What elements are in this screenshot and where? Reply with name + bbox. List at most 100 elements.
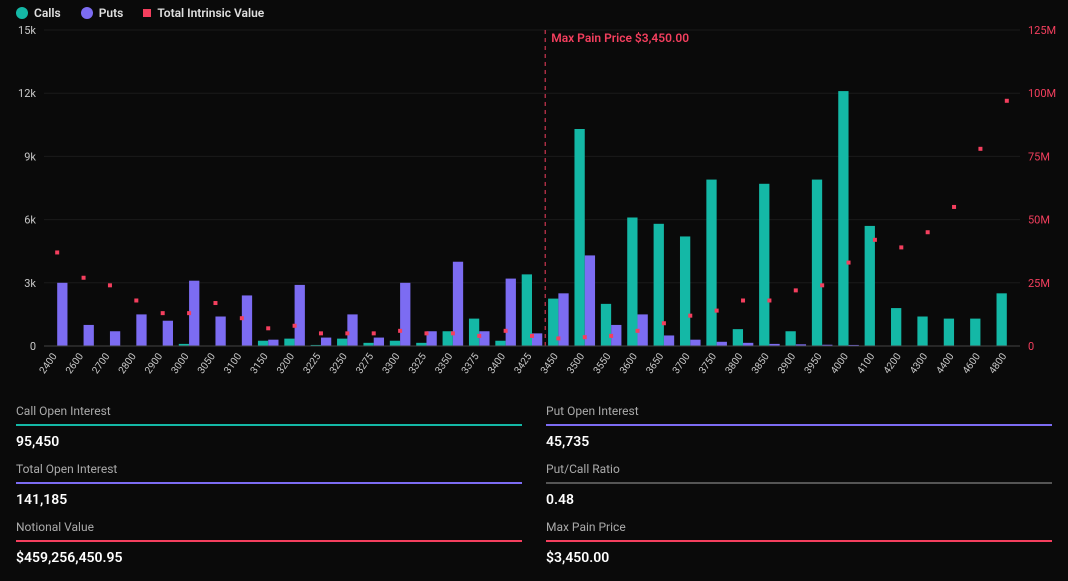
intrinsic-marker <box>398 329 402 333</box>
bar-call <box>970 319 980 346</box>
bar-put <box>347 314 357 346</box>
intrinsic-marker <box>424 331 428 335</box>
stat-underline <box>546 540 1052 542</box>
x-tick-label: 2700 <box>90 351 112 376</box>
bar-put <box>690 340 700 346</box>
x-tick-label: 3250 <box>328 351 350 376</box>
stat-label: Put Open Interest <box>546 404 1052 418</box>
legend-item-puts[interactable]: Puts <box>81 6 124 20</box>
bar-call <box>944 319 954 346</box>
intrinsic-marker <box>556 336 560 340</box>
x-tick-label: 3225 <box>302 351 324 376</box>
bar-put <box>585 255 595 346</box>
stat-max-pain-price: Max Pain Price $3,450.00 <box>546 514 1052 566</box>
intrinsic-marker <box>187 311 191 315</box>
bar-put <box>374 338 384 346</box>
intrinsic-marker <box>767 298 771 302</box>
bar-call <box>865 226 875 346</box>
bar-put <box>215 317 225 346</box>
svg-text:3k: 3k <box>24 277 36 290</box>
svg-text:100M: 100M <box>1028 87 1056 100</box>
bar-put <box>321 338 331 346</box>
bar-put <box>57 283 67 346</box>
stat-total-open-interest: Total Open Interest 141,185 <box>16 456 522 508</box>
bar-call <box>337 339 347 346</box>
x-tick-label: 3050 <box>196 351 218 376</box>
x-tick-label: 3450 <box>539 351 561 376</box>
bar-put <box>84 325 94 346</box>
stat-underline <box>16 482 522 484</box>
x-tick-label: 3400 <box>486 351 508 376</box>
legend-label-puts: Puts <box>99 6 124 20</box>
x-tick-label: 3600 <box>618 351 640 376</box>
bar-call <box>812 180 822 346</box>
intrinsic-marker <box>451 331 455 335</box>
svg-text:15k: 15k <box>18 26 36 37</box>
bar-call <box>917 317 927 346</box>
x-tick-label: 3150 <box>249 351 271 376</box>
x-tick-label: 3850 <box>750 351 772 376</box>
intrinsic-marker <box>108 283 112 287</box>
stat-value: 0.48 <box>546 492 1052 508</box>
intrinsic-marker <box>293 324 297 328</box>
stat-label: Max Pain Price <box>546 520 1052 534</box>
bar-call <box>601 304 611 346</box>
stat-underline <box>16 424 522 426</box>
bar-call <box>390 341 400 346</box>
stat-label: Notional Value <box>16 520 522 534</box>
x-tick-label: 4300 <box>908 351 930 376</box>
svg-text:125M: 125M <box>1028 26 1056 37</box>
x-tick-label: 3650 <box>644 351 666 376</box>
stat-notional-value: Notional Value $459,256,450.95 <box>16 514 522 566</box>
open-interest-chart: 03k6k9k12k15k025M50M75M100M125MMax Pain … <box>0 26 1068 386</box>
stat-underline <box>546 424 1052 426</box>
svg-text:12k: 12k <box>18 87 36 100</box>
intrinsic-marker <box>715 309 719 313</box>
intrinsic-marker <box>978 147 982 151</box>
intrinsic-marker <box>873 238 877 242</box>
stat-label: Call Open Interest <box>16 404 522 418</box>
bar-call <box>891 308 901 346</box>
chart-svg: 03k6k9k12k15k025M50M75M100M125MMax Pain … <box>0 26 1068 386</box>
x-tick-label: 3300 <box>381 351 403 376</box>
x-tick-label: 2600 <box>64 351 86 376</box>
intrinsic-marker <box>583 335 587 339</box>
intrinsic-marker <box>688 314 692 318</box>
bar-call <box>258 341 268 346</box>
x-tick-label: 3425 <box>513 351 535 376</box>
intrinsic-marker <box>926 230 930 234</box>
stat-put-call-ratio: Put/Call Ratio 0.48 <box>546 456 1052 508</box>
x-tick-label: 4100 <box>855 351 877 376</box>
x-tick-label: 3000 <box>170 351 192 376</box>
intrinsic-marker <box>213 301 217 305</box>
stat-label: Total Open Interest <box>16 462 522 476</box>
bar-call <box>680 236 690 346</box>
bar-put <box>479 331 489 346</box>
x-tick-label: 3900 <box>776 351 798 376</box>
legend-item-calls[interactable]: Calls <box>16 6 61 20</box>
legend-label-intrinsic: Total Intrinsic Value <box>157 6 264 20</box>
max-pain-label: Max Pain Price $3,450.00 <box>551 31 689 45</box>
intrinsic-marker <box>82 276 86 280</box>
intrinsic-marker <box>161 311 165 315</box>
stat-value: 141,185 <box>16 492 522 508</box>
stats-grid: Call Open Interest 95,450 Put Open Inter… <box>0 386 1068 566</box>
intrinsic-marker <box>134 298 138 302</box>
svg-text:50M: 50M <box>1028 214 1050 227</box>
legend-swatch-intrinsic <box>143 9 151 17</box>
legend-item-intrinsic[interactable]: Total Intrinsic Value <box>143 6 264 20</box>
x-tick-label: 3350 <box>433 351 455 376</box>
x-tick-label: 3500 <box>565 351 587 376</box>
bar-call <box>733 329 743 346</box>
svg-text:0: 0 <box>1028 340 1034 353</box>
intrinsic-marker <box>952 205 956 209</box>
x-tick-label: 4000 <box>829 351 851 376</box>
bar-put <box>506 279 516 346</box>
legend-label-calls: Calls <box>34 6 61 20</box>
x-tick-label: 4800 <box>987 351 1009 376</box>
x-tick-label: 3750 <box>697 351 719 376</box>
bar-put <box>664 335 674 346</box>
bar-call <box>785 331 795 346</box>
stat-call-open-interest: Call Open Interest 95,450 <box>16 398 522 450</box>
intrinsic-marker <box>1005 99 1009 103</box>
